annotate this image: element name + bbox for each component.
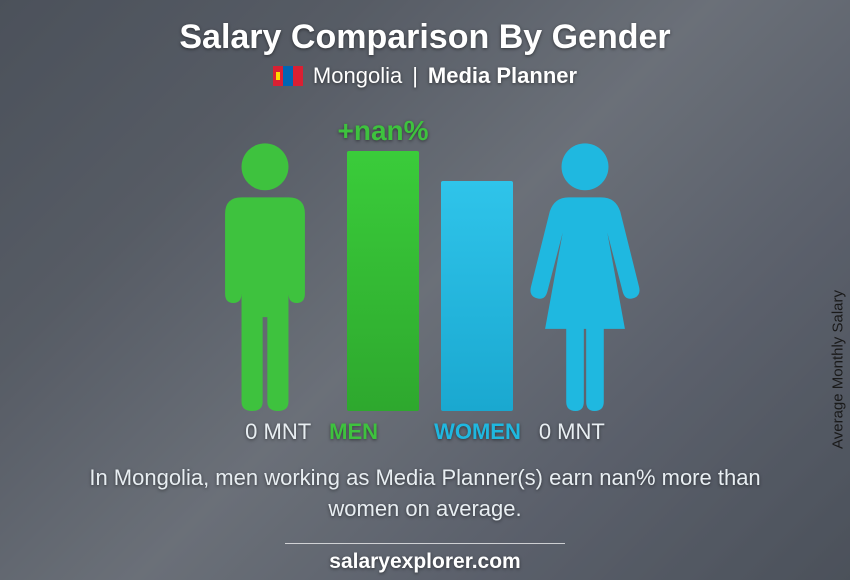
female-person-icon [525,141,645,411]
site-label: salaryexplorer.com [329,550,520,574]
women-bar-column [441,111,513,411]
y-axis-label: Average Monthly Salary [830,290,847,449]
divider [285,543,565,544]
male-person-icon [205,141,325,411]
description-text: In Mongolia, men working as Media Planne… [55,463,795,525]
men-icon-column [205,111,325,411]
men-percent-label: +nan% [337,115,428,147]
women-bar [441,181,513,411]
content-container: Salary Comparison By Gender Mongolia | M… [0,0,850,580]
chart-area: +nan% [205,111,644,411]
mongolia-flag-icon [273,66,303,86]
men-value-label: 0 MNT [245,419,311,445]
women-value-label: 0 MNT [539,419,605,445]
page-title: Salary Comparison By Gender [179,18,670,57]
men-bar-column: +nan% [337,111,428,411]
job-title-label: Media Planner [428,63,577,89]
women-category-label: WOMEN [434,419,521,445]
subtitle-row: Mongolia | Media Planner [273,63,577,89]
men-bar [347,151,419,411]
separator: | [412,63,418,89]
women-icon-column [525,111,645,411]
country-label: Mongolia [313,63,402,89]
labels-row: 0 MNT MEN WOMEN 0 MNT [245,419,605,445]
men-category-label: MEN [329,419,378,445]
